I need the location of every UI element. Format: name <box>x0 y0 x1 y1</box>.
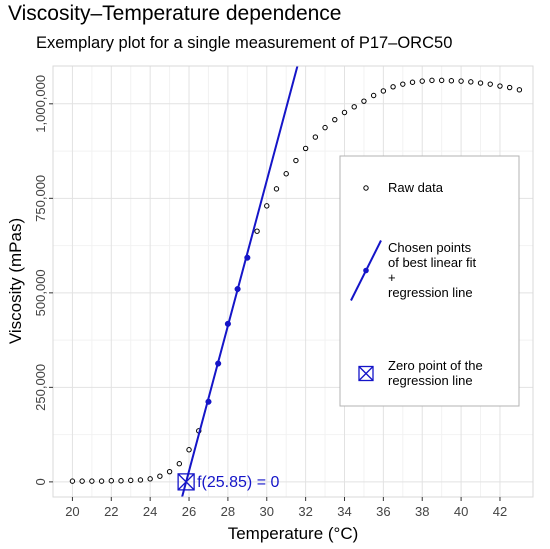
raw-data-point <box>128 477 134 484</box>
raw-data-point <box>458 78 464 84</box>
y-tick-label: 1,000,000 <box>33 75 48 133</box>
y-axis: 0 250,000 500,000 750,000 1,000,000 <box>33 75 53 485</box>
x-tick-label: 42 <box>493 504 507 519</box>
raw-data-point <box>487 81 493 87</box>
raw-data-point <box>361 98 367 104</box>
raw-data-point <box>409 79 416 85</box>
fit-point <box>205 398 212 405</box>
raw-data-point <box>302 145 309 152</box>
chart-subtitle: Exemplary plot for a single measurement … <box>36 34 453 52</box>
raw-data-point <box>312 134 319 140</box>
y-tick-label: 0 <box>33 478 48 485</box>
raw-data-point <box>118 478 124 484</box>
raw-data-point <box>176 461 183 467</box>
fit-point <box>224 320 231 327</box>
x-tick-label: 36 <box>376 504 390 519</box>
legend-box <box>339 155 520 407</box>
legend-raw-key <box>363 185 369 191</box>
raw-data-point <box>166 468 173 475</box>
x-tick-label: 24 <box>143 504 157 519</box>
zero-point-marker <box>177 473 195 491</box>
legend-label: regression line <box>388 373 473 388</box>
y-tick-label: 250,000 <box>33 364 48 411</box>
raw-data-point <box>293 157 299 164</box>
raw-data-point <box>477 80 484 86</box>
raw-data-point <box>98 478 105 484</box>
legend-fit-point-key <box>363 267 369 274</box>
legend-label: regression line <box>388 285 473 300</box>
plot-frame <box>52 65 534 498</box>
raw-data-point <box>108 478 114 484</box>
y-axis-label: Viscosity (mPas) <box>6 218 25 344</box>
raw-data-point <box>79 478 85 484</box>
zero-point-marker-cross <box>177 473 195 491</box>
x-tick-label: 28 <box>221 504 235 519</box>
raw-data-point <box>254 228 260 234</box>
x-axis: 20 22 24 26 28 30 32 34 36 38 40 42 <box>65 497 507 519</box>
raw-data-point <box>390 84 396 90</box>
raw-data-point <box>69 478 76 484</box>
legend-label: Zero point of the <box>388 358 483 373</box>
raw-data-point <box>419 78 425 84</box>
regression-line <box>181 66 299 497</box>
raw-data-point <box>283 171 289 177</box>
raw-data-point <box>438 77 445 84</box>
fit-point <box>215 360 222 367</box>
raw-data-point <box>147 476 153 482</box>
raw-data-point <box>157 473 163 479</box>
zero-point-label: f(25.85) = 0 <box>197 474 279 491</box>
raw-data-point <box>516 87 523 93</box>
fit-point <box>244 254 251 261</box>
raw-data-point <box>137 477 144 483</box>
x-tick-label: 22 <box>104 504 118 519</box>
x-tick-label: 30 <box>260 504 274 519</box>
raw-data-point <box>89 478 95 484</box>
raw-data-point <box>448 78 455 84</box>
linear-fit-series <box>181 66 299 497</box>
raw-data-point <box>351 104 357 110</box>
x-axis-label: Temperature (°C) <box>228 524 359 543</box>
raw-data-point <box>264 203 270 209</box>
x-tick-label: 38 <box>415 504 429 519</box>
raw-data-point <box>497 83 503 89</box>
x-tick-label: 34 <box>337 504 351 519</box>
legend-zero-key-cross <box>358 366 374 381</box>
legend-label: Raw data <box>388 180 444 195</box>
raw-data-point <box>429 77 435 84</box>
raw-data-point <box>332 116 338 123</box>
x-tick-label: 32 <box>298 504 312 519</box>
x-tick-label: 20 <box>65 504 79 519</box>
raw-data-point <box>400 81 406 87</box>
raw-data-point <box>370 92 377 99</box>
raw-data-point <box>380 88 387 94</box>
raw-data-point <box>468 79 474 85</box>
legend-label: Chosen points <box>388 240 472 255</box>
raw-data-point <box>273 186 280 192</box>
legend-label: of best linear fit <box>388 255 477 270</box>
raw-data-point <box>322 124 328 131</box>
chart-title: Viscosity–Temperature dependence <box>8 2 342 25</box>
legend-zero-key <box>358 365 374 382</box>
fit-point <box>234 286 241 293</box>
x-tick-label: 40 <box>454 504 468 519</box>
raw-data-point <box>341 109 348 116</box>
y-tick-label: 750,000 <box>33 175 48 222</box>
zero-point-group: f(25.85) = 0 <box>177 473 279 491</box>
raw-data-series <box>69 77 523 484</box>
x-tick-label: 26 <box>182 504 196 519</box>
raw-data-point <box>186 447 192 453</box>
y-tick-label: 500,000 <box>33 269 48 316</box>
raw-data-point <box>506 84 513 91</box>
legend-label: + <box>388 270 396 285</box>
